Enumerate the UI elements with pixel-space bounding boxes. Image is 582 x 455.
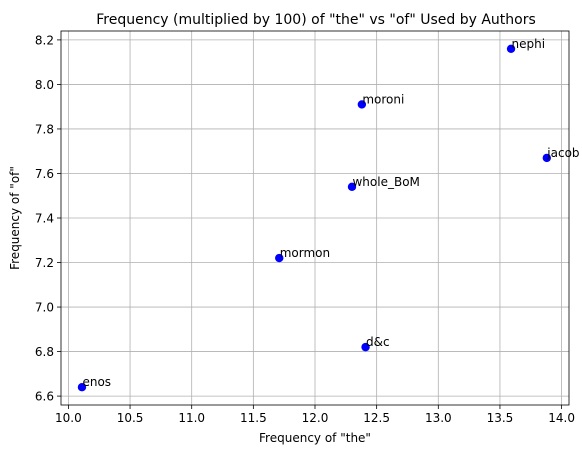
x-tick-label: 12.5	[363, 411, 390, 425]
y-axis-label: Frequency of "of"	[8, 166, 22, 270]
data-point-nephi	[506, 44, 516, 54]
y-tick-label: 7.4	[35, 212, 54, 226]
chart-title: Frequency (multiplied by 100) of "the" v…	[96, 12, 536, 28]
x-tick-label: 14.0	[548, 411, 575, 425]
data-point-moroni	[357, 100, 367, 109]
y-tick-label: 8.0	[35, 78, 54, 92]
point-label-enos: enos	[82, 375, 111, 389]
data-point-jacob	[542, 153, 552, 163]
y-tick-label: 7.0	[35, 301, 54, 315]
point-label-whole_BoM: whole_BoM	[352, 175, 419, 189]
x-tick-label: 13.0	[425, 411, 452, 425]
x-tick-label: 12.0	[302, 411, 329, 425]
x-axis-label: Frequency of "the"	[259, 431, 371, 445]
y-tick-label: 6.8	[35, 345, 54, 359]
grid	[61, 31, 569, 405]
x-tick-label: 10.0	[55, 411, 82, 425]
x-tick-label: 11.5	[240, 411, 267, 425]
point-label-moroni: moroni	[362, 92, 404, 106]
data-point-enos	[77, 382, 87, 392]
point-label-d&c: d&c	[366, 335, 390, 349]
point-label-mormon: mormon	[280, 246, 330, 260]
y-tick-label: 7.8	[35, 122, 54, 136]
y-tick-label: 8.2	[35, 33, 54, 47]
point-label-jacob: jacob	[546, 146, 579, 160]
y-tick-label: 6.6	[35, 390, 54, 404]
data-point-d&c	[361, 342, 370, 352]
x-tick-label: 11.0	[178, 411, 205, 425]
data-point-mormon	[275, 253, 284, 263]
point-label-nephi: nephi	[512, 37, 546, 51]
y-tick-label: 7.6	[35, 167, 54, 181]
data-point-whole_BoM	[347, 182, 357, 192]
axis-ticks: 10.0 10.5 11.0 11.5 12.0 12.5 13.0 13.5 14.0 6.6 6…	[35, 33, 575, 425]
y-tick-label: 7.2	[35, 256, 54, 270]
x-tick-label: 10.5	[117, 411, 144, 425]
x-tick-label: 13.5	[487, 411, 514, 425]
